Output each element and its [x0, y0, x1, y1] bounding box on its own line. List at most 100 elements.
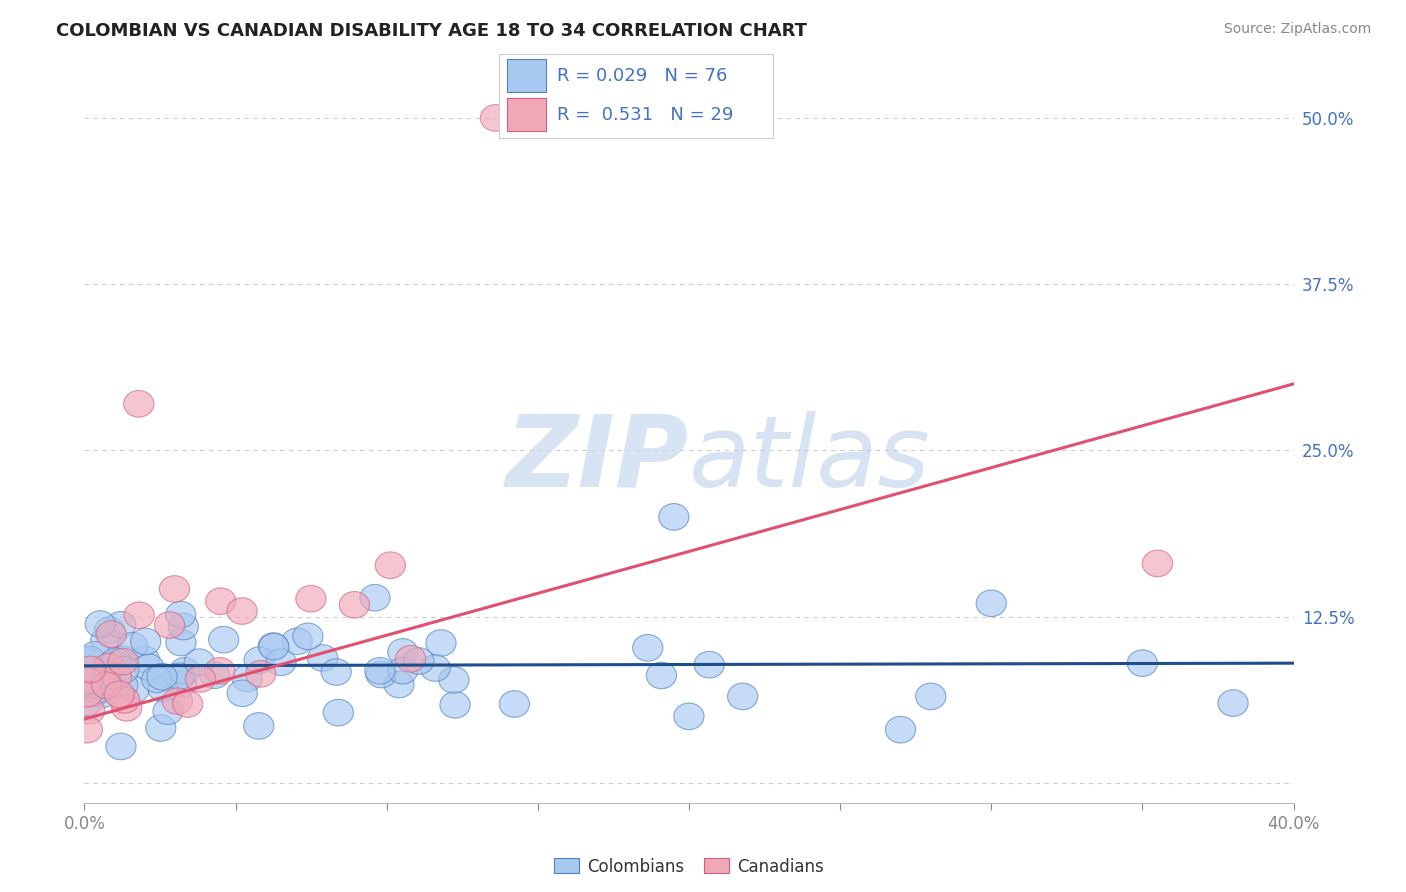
Ellipse shape [94, 617, 125, 643]
Ellipse shape [647, 662, 676, 689]
Ellipse shape [124, 391, 153, 417]
Ellipse shape [111, 695, 142, 721]
Ellipse shape [105, 612, 136, 638]
Ellipse shape [1218, 690, 1249, 716]
Ellipse shape [83, 677, 114, 704]
Ellipse shape [148, 675, 179, 702]
Ellipse shape [323, 699, 353, 726]
Ellipse shape [292, 624, 323, 649]
Text: Source: ZipAtlas.com: Source: ZipAtlas.com [1223, 22, 1371, 37]
Ellipse shape [228, 680, 257, 706]
Text: R =  0.531   N = 29: R = 0.531 N = 29 [557, 105, 733, 123]
Ellipse shape [72, 716, 103, 743]
Ellipse shape [633, 634, 662, 661]
Ellipse shape [440, 691, 470, 718]
Ellipse shape [110, 687, 139, 714]
Ellipse shape [165, 663, 194, 690]
Ellipse shape [75, 698, 105, 724]
Ellipse shape [153, 698, 183, 724]
Ellipse shape [226, 598, 257, 624]
Ellipse shape [205, 657, 235, 684]
Ellipse shape [1143, 550, 1173, 577]
Ellipse shape [886, 716, 915, 743]
Ellipse shape [186, 665, 215, 692]
Text: ZIP: ZIP [506, 410, 689, 508]
Ellipse shape [86, 611, 115, 637]
Legend: Colombians, Canadians: Colombians, Canadians [547, 851, 831, 882]
Ellipse shape [73, 668, 103, 694]
Ellipse shape [208, 626, 239, 653]
Ellipse shape [184, 648, 214, 675]
Ellipse shape [101, 648, 131, 674]
Ellipse shape [75, 646, 104, 673]
Ellipse shape [108, 646, 138, 673]
Ellipse shape [142, 666, 172, 693]
Ellipse shape [1128, 650, 1157, 676]
Ellipse shape [388, 639, 418, 665]
Ellipse shape [146, 714, 176, 741]
Ellipse shape [295, 585, 326, 612]
FancyBboxPatch shape [508, 98, 546, 130]
Ellipse shape [80, 641, 110, 668]
Ellipse shape [76, 657, 105, 682]
Ellipse shape [695, 651, 724, 678]
Ellipse shape [375, 552, 405, 579]
Ellipse shape [266, 649, 297, 675]
Ellipse shape [96, 621, 127, 648]
Ellipse shape [395, 646, 426, 672]
Ellipse shape [404, 648, 434, 674]
Ellipse shape [259, 632, 288, 659]
Ellipse shape [91, 672, 122, 698]
Ellipse shape [245, 647, 274, 673]
Ellipse shape [101, 664, 132, 690]
Ellipse shape [388, 657, 418, 684]
Ellipse shape [134, 654, 165, 681]
Ellipse shape [166, 629, 195, 656]
Ellipse shape [366, 661, 396, 688]
Ellipse shape [76, 647, 105, 673]
Ellipse shape [124, 602, 155, 629]
Ellipse shape [481, 104, 510, 131]
Ellipse shape [93, 654, 124, 681]
Ellipse shape [339, 591, 370, 618]
Ellipse shape [72, 689, 103, 715]
Ellipse shape [166, 671, 197, 698]
Ellipse shape [146, 664, 177, 690]
Ellipse shape [72, 681, 103, 707]
Ellipse shape [360, 584, 389, 611]
Ellipse shape [659, 504, 689, 530]
Ellipse shape [439, 666, 470, 693]
Ellipse shape [166, 601, 195, 628]
Ellipse shape [76, 681, 107, 706]
Ellipse shape [89, 672, 120, 698]
Ellipse shape [673, 703, 704, 730]
Ellipse shape [246, 660, 276, 687]
Ellipse shape [108, 657, 139, 683]
Ellipse shape [155, 612, 184, 639]
Ellipse shape [173, 690, 202, 717]
Ellipse shape [90, 658, 121, 685]
Ellipse shape [91, 669, 121, 696]
Ellipse shape [87, 681, 118, 707]
Ellipse shape [118, 632, 148, 659]
Ellipse shape [727, 683, 758, 710]
Ellipse shape [108, 648, 138, 675]
Ellipse shape [976, 590, 1007, 616]
Text: COLOMBIAN VS CANADIAN DISABILITY AGE 18 TO 34 CORRELATION CHART: COLOMBIAN VS CANADIAN DISABILITY AGE 18 … [56, 22, 807, 40]
Ellipse shape [205, 588, 236, 615]
Ellipse shape [169, 614, 198, 640]
Text: atlas: atlas [689, 410, 931, 508]
Ellipse shape [259, 633, 288, 660]
Ellipse shape [131, 628, 160, 655]
Ellipse shape [283, 628, 312, 655]
Ellipse shape [321, 658, 352, 685]
Ellipse shape [104, 681, 135, 707]
Text: R = 0.029   N = 76: R = 0.029 N = 76 [557, 67, 727, 85]
Ellipse shape [200, 662, 229, 689]
Ellipse shape [162, 688, 193, 714]
Ellipse shape [120, 676, 149, 703]
Ellipse shape [364, 657, 395, 684]
Ellipse shape [232, 665, 262, 692]
Ellipse shape [105, 733, 136, 760]
Ellipse shape [169, 657, 200, 684]
